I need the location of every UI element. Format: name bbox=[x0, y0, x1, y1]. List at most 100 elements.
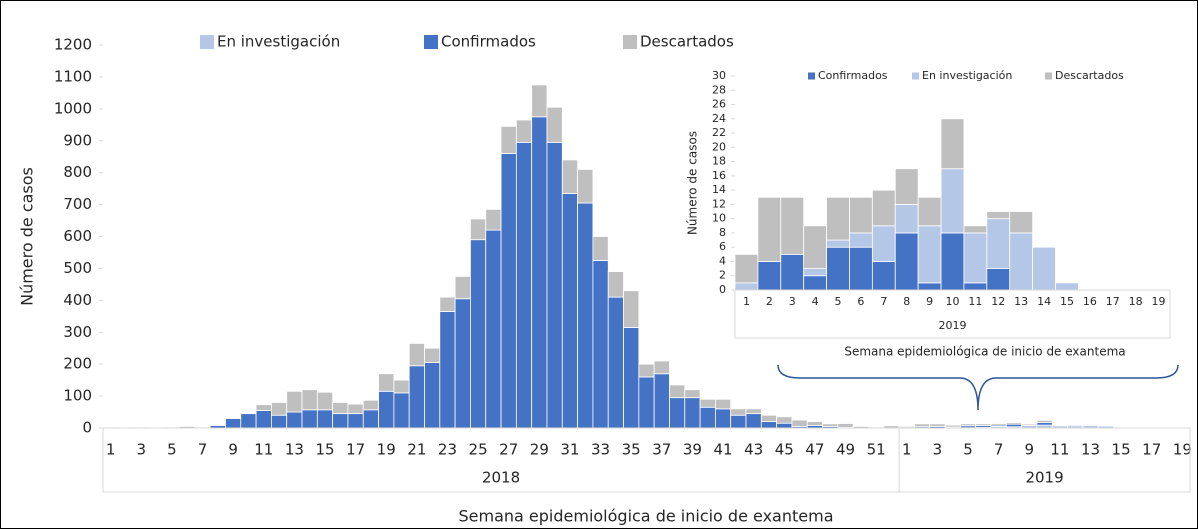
bar-segment bbox=[515, 119, 533, 143]
bar-segment bbox=[986, 268, 1011, 291]
x-tick-label: 5 bbox=[167, 441, 177, 459]
bar-segment bbox=[485, 208, 502, 231]
bar-segment bbox=[914, 423, 931, 428]
bar-segment bbox=[286, 390, 303, 413]
y-tick-label: 10 bbox=[712, 212, 726, 225]
bar-segment bbox=[546, 106, 563, 143]
bar-segment bbox=[669, 397, 686, 429]
x-tick-label: 6 bbox=[857, 295, 864, 308]
bar-segment bbox=[917, 282, 942, 291]
group-label: 2019 bbox=[1025, 469, 1063, 487]
bar-segment bbox=[776, 422, 793, 429]
x-tick-label: 37 bbox=[652, 441, 671, 459]
y-tick-label: 800 bbox=[63, 163, 92, 181]
bar-segment bbox=[669, 384, 686, 399]
x-tick-label: 21 bbox=[407, 441, 426, 459]
y-axis-title: Número de casos bbox=[18, 167, 37, 306]
bar-segment bbox=[225, 417, 242, 419]
x-tick-label: 19 bbox=[377, 441, 396, 459]
y-tick-label: 18 bbox=[712, 155, 726, 168]
bar-segment bbox=[780, 253, 805, 291]
x-tick-label: 49 bbox=[836, 441, 855, 459]
bar-segment bbox=[1036, 419, 1053, 423]
x-tick-label: 13 bbox=[1014, 295, 1028, 308]
bar-segment bbox=[653, 360, 670, 375]
bar-segment bbox=[531, 84, 548, 118]
x-tick-label: 7 bbox=[880, 295, 887, 308]
x-tick-label: 45 bbox=[775, 441, 794, 459]
bar-segment bbox=[986, 211, 1011, 220]
bar-segment bbox=[780, 196, 805, 255]
bar-segment bbox=[757, 196, 782, 262]
bar-segment bbox=[940, 232, 965, 291]
y-tick-label: 24 bbox=[712, 112, 726, 125]
group-label: 2018 bbox=[482, 469, 520, 487]
x-tick-label: 51 bbox=[867, 441, 886, 459]
x-tick-label: 19 bbox=[1173, 441, 1192, 459]
bar-segment bbox=[500, 125, 517, 154]
x-tick-label: 23 bbox=[438, 441, 457, 459]
bar-segment bbox=[316, 391, 334, 411]
bar-segment bbox=[917, 196, 942, 227]
legend-swatch bbox=[1045, 72, 1052, 80]
x-tick-label: 1 bbox=[902, 441, 912, 459]
group-label: 2019 bbox=[939, 319, 967, 332]
x-axis-title: Semana epidemiológica de inicio de exant… bbox=[844, 345, 1125, 359]
bar-segment bbox=[803, 225, 827, 270]
bar-segment bbox=[378, 373, 395, 392]
bar-segment bbox=[454, 298, 471, 429]
bar-segment bbox=[332, 402, 349, 415]
bar-segment bbox=[990, 423, 1007, 426]
x-tick-label: 3 bbox=[137, 441, 147, 459]
bar-segment bbox=[607, 296, 624, 429]
y-tick-label: 500 bbox=[63, 259, 92, 277]
bar-segment bbox=[684, 397, 701, 429]
bar-segment bbox=[849, 246, 873, 291]
bar-segment bbox=[730, 408, 747, 416]
x-tick-label: 17 bbox=[1106, 295, 1120, 308]
bar-segment bbox=[986, 218, 1011, 270]
legend-label: Confirmados bbox=[441, 33, 536, 51]
bar-segment bbox=[301, 409, 318, 429]
bar-segment bbox=[1009, 232, 1034, 291]
bar-segment bbox=[271, 414, 288, 429]
bar-segment bbox=[623, 290, 640, 328]
x-tick-label: 11 bbox=[968, 295, 982, 308]
x-tick-label: 17 bbox=[1142, 441, 1161, 459]
x-tick-label: 16 bbox=[1083, 295, 1097, 308]
bar-segment bbox=[500, 153, 517, 429]
bar-segment bbox=[730, 414, 747, 429]
bar-segment bbox=[1082, 424, 1099, 426]
bar-segment bbox=[757, 261, 782, 291]
x-tick-label: 29 bbox=[530, 441, 549, 459]
x-tick-label: 35 bbox=[622, 441, 641, 459]
bar-segment bbox=[940, 118, 965, 170]
y-tick-label: 16 bbox=[712, 169, 726, 182]
bar-segment bbox=[894, 203, 919, 234]
bar-segment bbox=[849, 196, 873, 234]
x-tick-label: 9 bbox=[228, 441, 238, 459]
bar-segment bbox=[638, 376, 655, 429]
legend-label: Confirmados bbox=[818, 69, 888, 82]
y-tick-label: 200 bbox=[63, 355, 92, 373]
brace bbox=[777, 364, 1179, 411]
y-tick-label: 0 bbox=[82, 419, 92, 437]
bar-segment bbox=[408, 343, 425, 367]
x-tick-label: 4 bbox=[812, 295, 819, 308]
bar-segment bbox=[963, 225, 988, 234]
y-tick-label: 1200 bbox=[54, 36, 92, 54]
bar-segment bbox=[806, 421, 823, 426]
x-tick-label: 18 bbox=[1129, 295, 1143, 308]
bar-segment bbox=[332, 413, 349, 429]
bar-segment bbox=[963, 232, 988, 284]
x-tick-label: 13 bbox=[285, 441, 304, 459]
x-tick-label: 2 bbox=[766, 295, 773, 308]
x-tick-label: 7 bbox=[994, 441, 1004, 459]
x-axis-title: Semana epidemiológica de inicio de exant… bbox=[458, 507, 833, 526]
bar-segment bbox=[408, 365, 425, 429]
x-tick-label: 19 bbox=[1152, 295, 1166, 308]
x-tick-label: 11 bbox=[254, 441, 273, 459]
x-tick-label: 43 bbox=[744, 441, 763, 459]
x-tick-label: 13 bbox=[1081, 441, 1100, 459]
